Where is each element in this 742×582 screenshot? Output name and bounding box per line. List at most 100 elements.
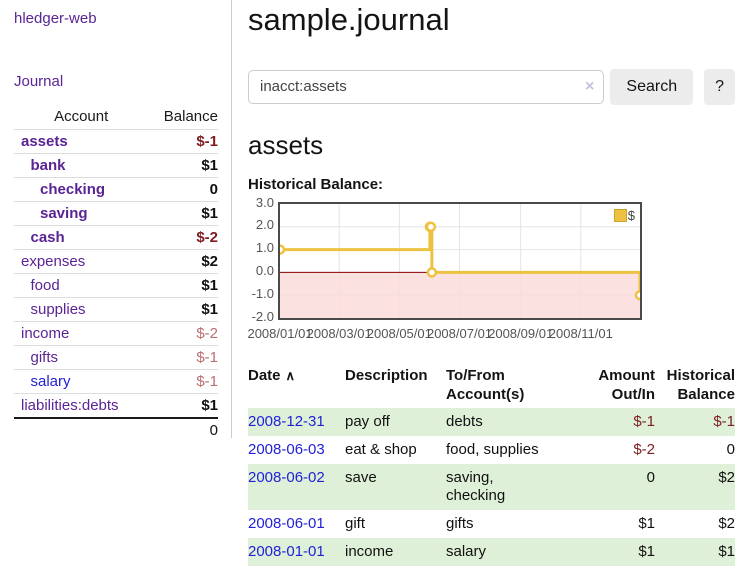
- chart-canvas: [280, 203, 640, 318]
- transaction-amount: 0: [585, 463, 655, 510]
- y-tick-label: -1.0: [251, 285, 274, 301]
- transaction-balance: $2: [718, 514, 735, 532]
- x-tick-label: 2008/03/01: [306, 325, 372, 341]
- sidebar-account-link-gifts[interactable]: gifts: [30, 349, 59, 366]
- column-header-amount: Amount Out/In: [598, 366, 655, 403]
- account-balance: $-1: [148, 345, 218, 370]
- x-tick-label: 2008/09/01: [488, 325, 554, 341]
- sidebar-account-link-bank[interactable]: bank: [30, 157, 66, 174]
- y-tick-label: -2.0: [251, 308, 274, 324]
- account-row: salary $-1: [14, 369, 218, 394]
- sidebar-account-link-checking[interactable]: checking: [40, 181, 106, 198]
- transaction-row: 2008-12-31 pay off debts $-1 $-1: [248, 407, 735, 436]
- sidebar: hledger-web Journal Account Balance asse…: [0, 0, 232, 442]
- transaction-date-link[interactable]: 2008-06-01: [248, 514, 325, 532]
- chart-title: Historical Balance:: [248, 175, 384, 193]
- account-row: saving $1: [14, 201, 218, 226]
- column-header-description: Description: [345, 366, 428, 384]
- y-tick-label: 0.0: [255, 263, 274, 279]
- accounts-header-balance: Balance: [163, 108, 218, 125]
- transaction-amount: $-1: [585, 407, 655, 436]
- help-button[interactable]: ?: [704, 68, 735, 105]
- y-tick-label: 3.0: [255, 194, 274, 210]
- transaction-accounts: salary: [446, 537, 585, 566]
- transaction-date-link[interactable]: 2008-06-02: [248, 468, 325, 486]
- column-header-balance: Historical Balance: [666, 366, 735, 403]
- account-heading: assets: [248, 129, 324, 160]
- account-row: assets $-1: [14, 129, 218, 154]
- transaction-date-link[interactable]: 2008-12-31: [248, 412, 325, 430]
- transaction-row: 2008-06-02 save saving, checking 0 $2: [248, 463, 735, 510]
- transaction-description: eat & shop: [345, 440, 417, 458]
- search-input[interactable]: [248, 69, 605, 104]
- search-form: × Search ?: [248, 68, 735, 105]
- sidebar-account-link-expenses[interactable]: expenses: [21, 253, 86, 270]
- transaction-accounts: gifts: [446, 514, 474, 532]
- account-row: checking 0: [14, 177, 218, 202]
- account-balance: $1: [148, 393, 218, 418]
- account-balance: $2: [148, 249, 218, 274]
- transaction-balance: $2: [655, 463, 735, 510]
- legend-label: $: [627, 207, 635, 223]
- transaction-description: pay off: [345, 407, 446, 436]
- register-table: Date ∧ Description To/From Account(s) Amo…: [248, 365, 735, 566]
- account-balance: $-1: [148, 369, 218, 394]
- account-row: income $-2: [14, 321, 218, 346]
- clear-search-icon[interactable]: ×: [585, 77, 595, 95]
- accounts-table: Account Balance assets $-1 bank $1 check…: [14, 105, 218, 442]
- transaction-date-link[interactable]: 2008-01-01: [248, 542, 325, 560]
- account-balance: $-2: [148, 225, 218, 250]
- account-balance: $1: [148, 153, 218, 178]
- transaction-balance: 0: [726, 440, 735, 458]
- account-balance: $1: [148, 273, 218, 298]
- sidebar-account-link-salary[interactable]: salary: [30, 373, 71, 390]
- account-row: cash $-2: [14, 225, 218, 250]
- transaction-row: 2008-06-01 gift gifts $1 $2: [248, 510, 735, 538]
- accounts-total-row: 0: [14, 417, 218, 442]
- account-balance: $-2: [148, 321, 218, 346]
- sidebar-account-link-assets[interactable]: assets: [21, 133, 68, 150]
- chart-legend: $: [613, 207, 635, 223]
- sidebar-account-link-saving[interactable]: saving: [40, 205, 88, 222]
- sidebar-account-link-supplies[interactable]: supplies: [30, 301, 86, 318]
- transaction-balance: $1: [655, 537, 735, 566]
- x-tick-label: 2008/07/01: [426, 325, 493, 341]
- account-balance: $-1: [148, 129, 218, 154]
- account-row: supplies $1: [14, 297, 218, 322]
- transaction-description: income: [345, 537, 446, 566]
- account-balance: 0: [148, 177, 218, 202]
- y-axis-labels: 3.0 2.0 1.0 0.0 -1.0 -2.0: [248, 195, 274, 324]
- sidebar-account-link-food[interactable]: food: [30, 277, 60, 294]
- series-swatch-icon: [613, 208, 627, 222]
- historical-balance-chart: 3.0 2.0 1.0 0.0 -1.0 -2.0 $ 2008/01/01 2008/03…: [247, 195, 735, 344]
- x-tick-label: 2008/11/01: [548, 325, 613, 341]
- x-axis-labels: 2008/01/01 2008/03/01 2008/05/01 2008/07/01…: [247, 324, 642, 341]
- search-button[interactable]: Search: [610, 68, 694, 105]
- brand-link[interactable]: hledger-web: [14, 10, 97, 27]
- x-tick-label: 2008/01/01: [247, 325, 313, 341]
- account-balance: $1: [148, 297, 218, 322]
- column-header-date[interactable]: Date ∧: [248, 365, 345, 408]
- transaction-description: gift: [345, 514, 366, 532]
- search-box: ×: [248, 69, 605, 104]
- sidebar-item-journal[interactable]: Journal: [14, 73, 64, 90]
- y-tick-label: 1.0: [255, 240, 274, 256]
- sort-ascending-icon: ∧: [285, 367, 296, 383]
- sidebar-account-link-liabilities-debts[interactable]: liabilities:debts: [21, 397, 119, 414]
- transaction-accounts: saving, checking: [446, 463, 585, 510]
- accounts-header-account: Account: [54, 108, 109, 125]
- sidebar-account-link-income[interactable]: income: [21, 325, 70, 342]
- transaction-date-link[interactable]: 2008-06-03: [248, 440, 325, 458]
- sidebar-account-link-cash[interactable]: cash: [30, 229, 65, 246]
- accounts-total-spacer: [14, 417, 149, 442]
- account-row: expenses $2: [14, 249, 218, 274]
- account-row: bank $1: [14, 153, 218, 178]
- date-header-label: Date: [248, 366, 281, 384]
- account-balance: $1: [148, 201, 218, 226]
- y-tick-label: 2.0: [255, 217, 274, 233]
- accounts-total-value: 0: [148, 417, 218, 442]
- main-content: sample.journal × Search ? assets Histori…: [247, 0, 735, 566]
- x-tick-label: 2008/05/01: [366, 325, 432, 341]
- page-title: sample.journal: [248, 2, 450, 37]
